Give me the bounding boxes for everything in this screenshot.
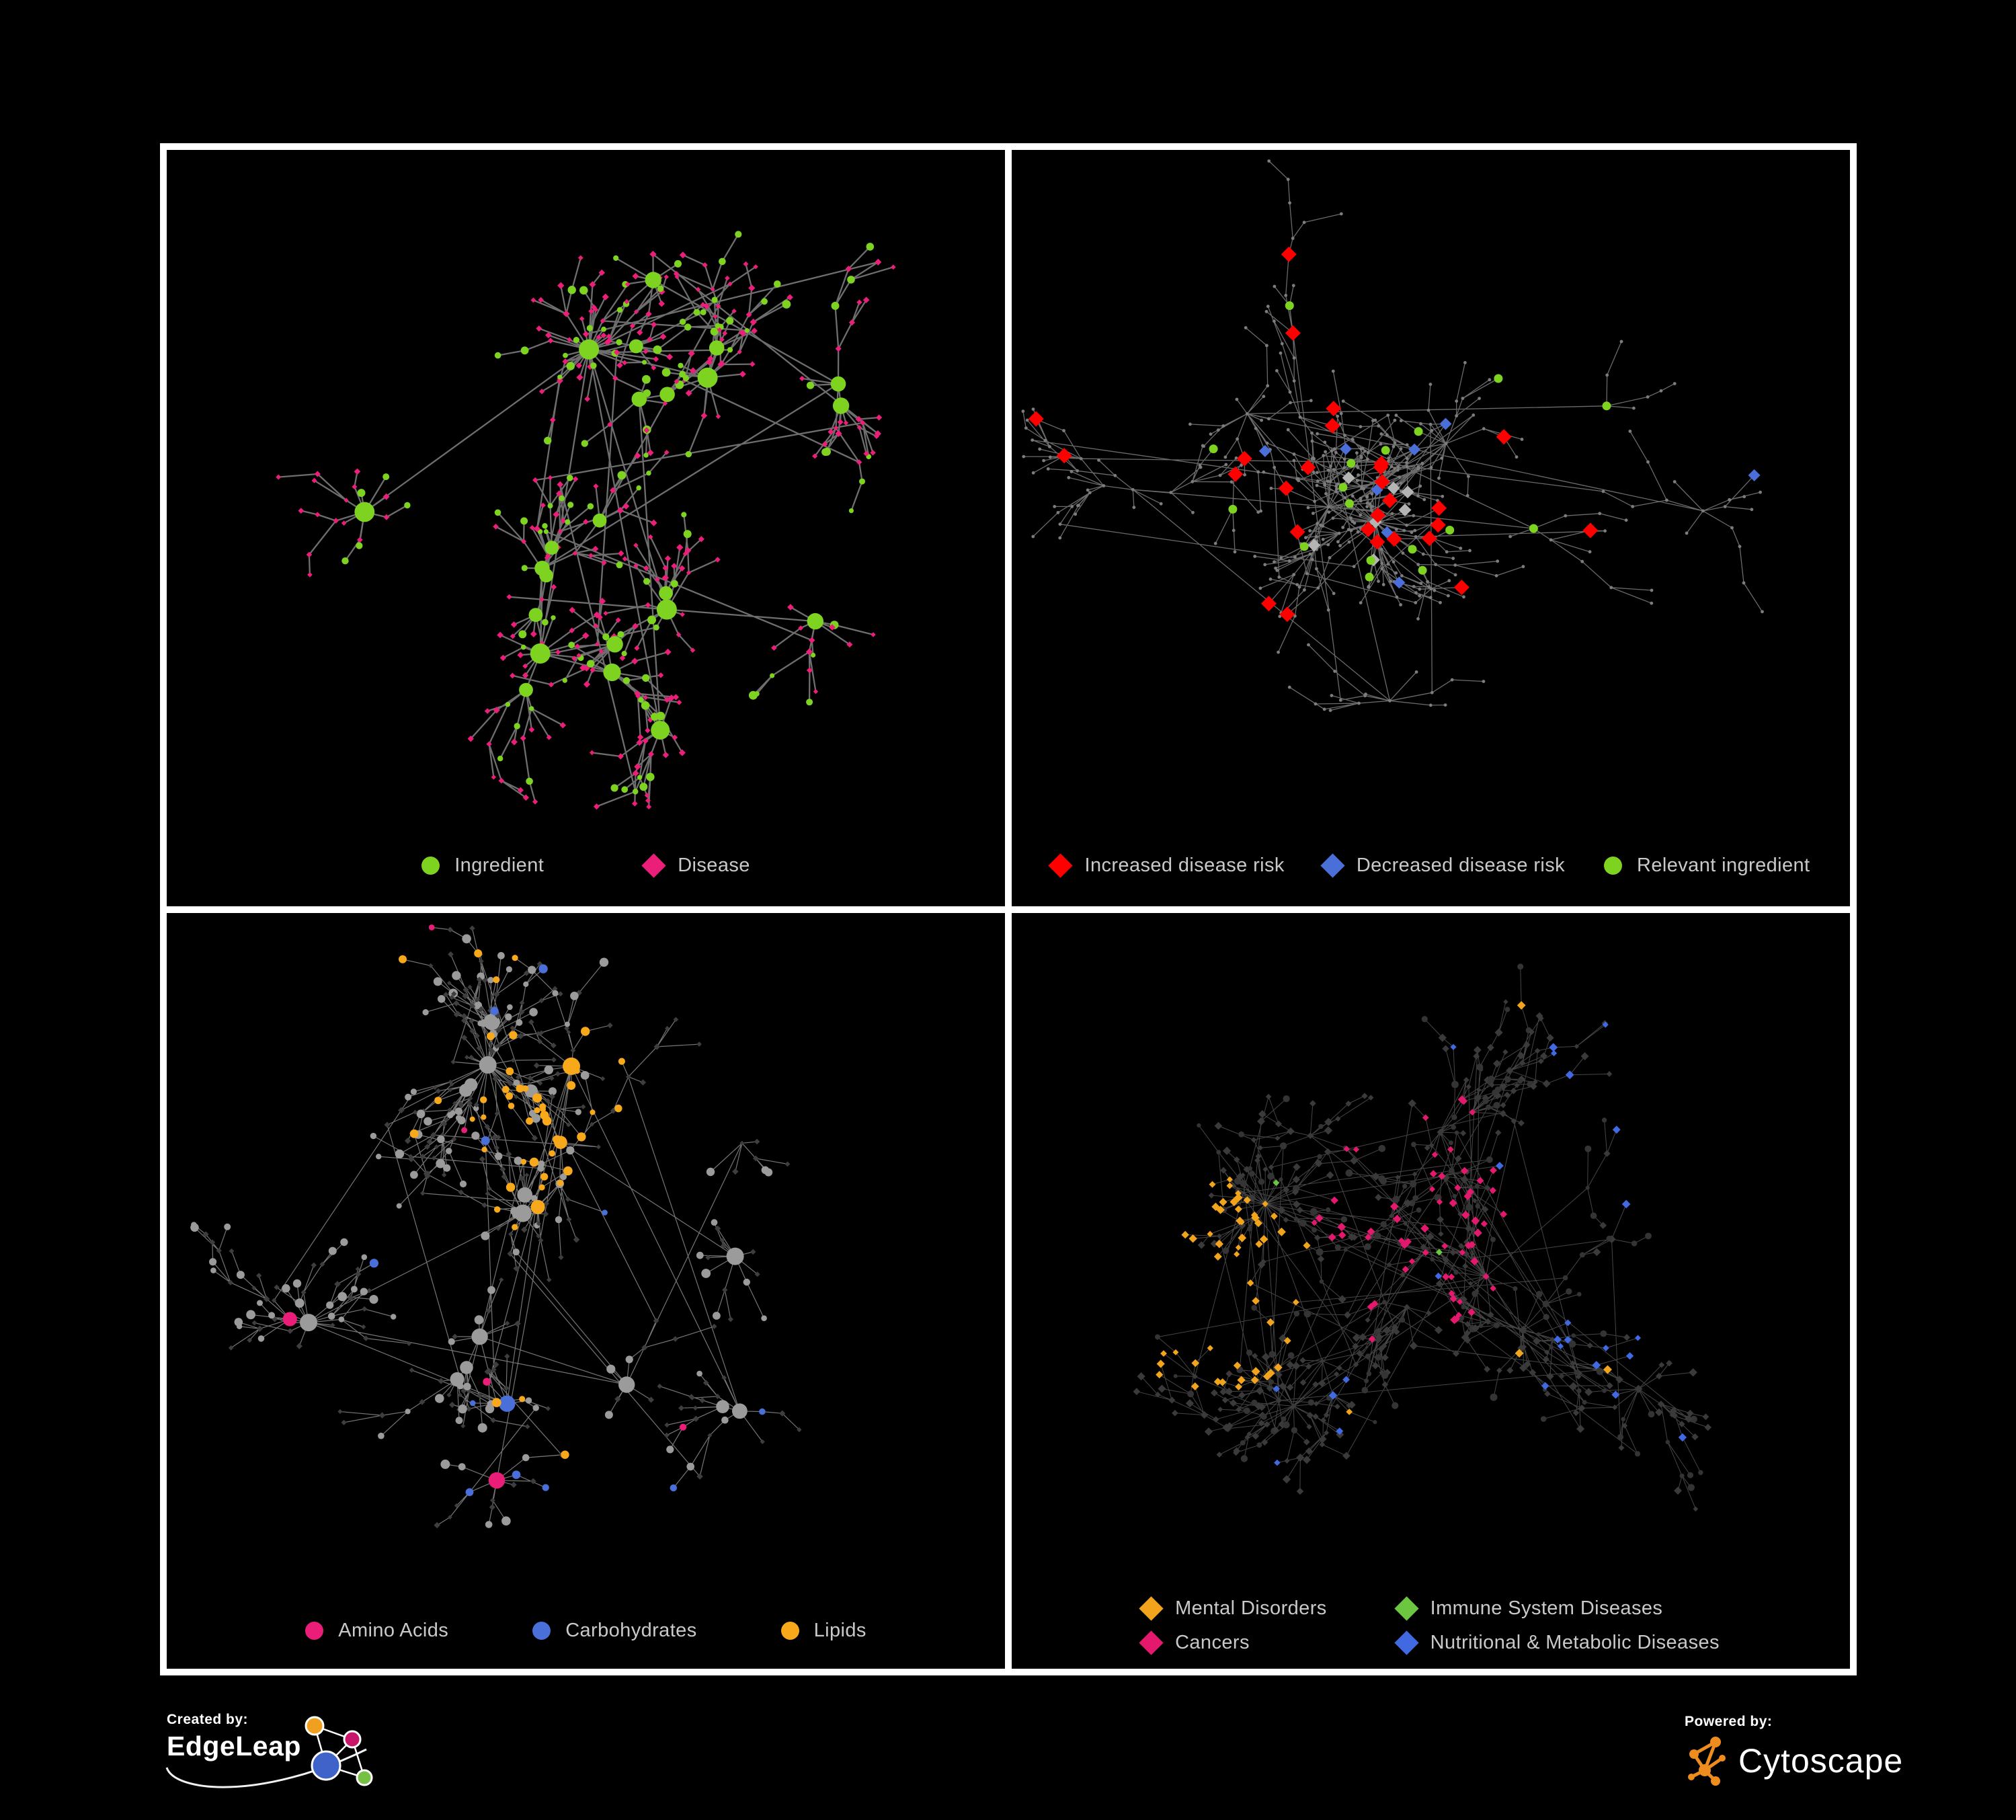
carbohydrates-label: Carbohydrates <box>565 1620 697 1641</box>
relevant-ingredient-label: Relevant ingredient <box>1637 854 1810 876</box>
increased-risk-diamond-marker <box>1048 853 1074 878</box>
nutritional-diseases-label: Nutritional & Metabolic Diseases <box>1430 1632 1720 1653</box>
ingredient-disease-network-canvas <box>276 231 896 810</box>
created-by-block: Created by: EdgeLeap <box>165 1712 395 1813</box>
powered-by-block: Powered by: Cytoscape <box>1685 1714 1903 1788</box>
legend-item-mental-disorders: Mental Disorders <box>1139 1596 1327 1621</box>
legend-item-decreased-risk: Decreased disease risk <box>1320 853 1566 878</box>
legend-item-increased-risk: Increased disease risk <box>1048 853 1285 878</box>
decreased-risk-diamond-marker <box>1320 853 1345 878</box>
edgeleap-green-node-icon <box>356 1769 373 1786</box>
legend-item-amino-acids: Amino Acids <box>305 1620 448 1642</box>
legend-ingredient-disease: Ingredient Disease <box>167 853 1005 878</box>
legend-item-lipids: Lipids <box>780 1620 866 1642</box>
legend-item-ingredient: Ingredient <box>421 855 544 877</box>
mental-disorders-label: Mental Disorders <box>1175 1597 1327 1619</box>
panel-disease-risk: Increased disease risk Decreased disease… <box>1012 150 1850 906</box>
disease-categories-network-canvas <box>1133 963 1711 1511</box>
created-by-label: Created by: <box>167 1712 249 1727</box>
nutritional-diseases-diamond-marker <box>1394 1630 1419 1655</box>
edgeleap-wordmark: EdgeLeap <box>167 1731 301 1762</box>
legend-ingredient-classes: Amino Acids Carbohydrates Lipids <box>167 1620 1005 1642</box>
legend-disease-risk: Increased disease risk Decreased disease… <box>1012 853 1850 878</box>
cancers-label: Cancers <box>1175 1632 1250 1653</box>
cytoscape-logo-icon <box>1688 1737 1726 1786</box>
ingredient-classes-network-canvas <box>190 924 802 1528</box>
cytoscape-wordmark: Cytoscape <box>1738 1742 1904 1780</box>
mental-disorders-diamond-marker <box>1139 1596 1164 1621</box>
panel-ingredient-disease: Ingredient Disease <box>167 150 1005 906</box>
amino-acids-circle-marker <box>305 1622 324 1640</box>
legend-item-nutritional-diseases: Nutritional & Metabolic Diseases <box>1394 1630 1720 1655</box>
ingredient-circle-marker <box>421 856 440 875</box>
powered-by-label: Powered by: <box>1685 1714 1773 1729</box>
panel-ingredient-classes: Amino Acids Carbohydrates Lipids <box>167 912 1005 1669</box>
increased-risk-label: Increased disease risk <box>1084 854 1285 876</box>
lipids-label: Lipids <box>813 1620 866 1641</box>
cancers-diamond-marker <box>1139 1630 1164 1655</box>
legend-disease-categories: Mental Disorders Immune System Diseases … <box>1012 1596 1850 1655</box>
immune-diseases-diamond-marker <box>1394 1596 1419 1621</box>
immune-diseases-label: Immune System Diseases <box>1430 1597 1663 1619</box>
lipids-circle-marker <box>780 1622 799 1640</box>
relevant-ingredient-circle-marker <box>1604 856 1623 875</box>
legend-item-disease: Disease <box>641 853 750 878</box>
disease-label: Disease <box>678 854 750 876</box>
amino-acids-label: Amino Acids <box>338 1620 449 1641</box>
ingredient-label: Ingredient <box>454 854 545 876</box>
panel-disease-categories: Mental Disorders Immune System Diseases … <box>1012 912 1850 1669</box>
legend-item-immune-diseases: Immune System Diseases <box>1394 1596 1720 1621</box>
disease-risk-network-canvas <box>1021 159 1764 712</box>
legend-item-relevant-ingredient: Relevant ingredient <box>1604 855 1810 877</box>
decreased-risk-label: Decreased disease risk <box>1356 854 1566 876</box>
disease-diamond-marker <box>641 853 666 878</box>
legend-item-carbohydrates: Carbohydrates <box>532 1620 696 1642</box>
carbohydrates-circle-marker <box>532 1622 551 1640</box>
panels-frame: Ingredient Disease Increased disease ris… <box>160 143 1857 1675</box>
legend-item-cancers: Cancers <box>1139 1630 1327 1655</box>
